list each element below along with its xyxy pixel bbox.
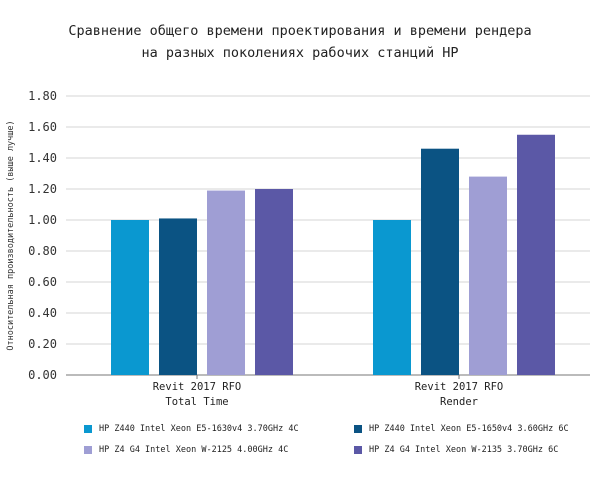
legend-item: HP Z4 G4 Intel Xeon W-2135 3.70GHz 6C [354, 445, 594, 455]
y-tick-label: 0.00 [28, 368, 57, 382]
y-axis-label: Относительная производительность (выше л… [6, 120, 16, 350]
legend-label: HP Z440 Intel Xeon E5-1630v4 3.70GHz 4C [99, 424, 299, 434]
bar [207, 190, 245, 375]
legend-swatch [84, 446, 92, 454]
chart-legend: HP Z440 Intel Xeon E5-1630v4 3.70GHz 4C H… [84, 424, 594, 455]
y-tick-label: 1.60 [28, 120, 57, 134]
y-tick-label: 1.40 [28, 151, 57, 165]
y-tick-label: 0.80 [28, 244, 57, 258]
legend-label: HP Z4 G4 Intel Xeon W-2135 3.70GHz 6C [369, 445, 559, 455]
x-category-label: Total Time [165, 396, 228, 408]
x-category-label: Revit 2017 RFO [415, 381, 504, 393]
y-tick-label: 1.80 [28, 89, 57, 103]
bar [159, 218, 197, 375]
chart-title-line-2: на разных поколениях рабочих станций HP [141, 45, 459, 61]
legend-swatch [84, 425, 92, 433]
chart-title: Сравнение общего времени проектирования … [0, 20, 600, 64]
legend-label: HP Z4 G4 Intel Xeon W-2125 4.00GHz 4C [99, 445, 289, 455]
bar [469, 176, 507, 375]
y-tick-label: 0.40 [28, 306, 57, 320]
y-tick-label: 0.60 [28, 275, 57, 289]
bar [421, 148, 459, 375]
bar [517, 134, 555, 375]
y-tick-label: 0.20 [28, 337, 57, 351]
legend-item: HP Z440 Intel Xeon E5-1650v4 3.60GHz 6C [354, 424, 594, 434]
y-tick-label: 1.00 [28, 213, 57, 227]
y-tick-label: 1.20 [28, 182, 57, 196]
legend-swatch [354, 425, 362, 433]
legend-item: HP Z440 Intel Xeon E5-1630v4 3.70GHz 4C [84, 424, 354, 434]
bar [255, 189, 293, 375]
x-category-label: Revit 2017 RFO [153, 381, 242, 393]
legend-item: HP Z4 G4 Intel Xeon W-2125 4.00GHz 4C [84, 445, 354, 455]
legend-swatch [354, 446, 362, 454]
bar [373, 220, 411, 375]
chart-title-line-1: Сравнение общего времени проектирования … [68, 23, 532, 39]
x-category-label: Render [440, 396, 478, 408]
legend-label: HP Z440 Intel Xeon E5-1650v4 3.60GHz 6C [369, 424, 569, 434]
bar [111, 220, 149, 375]
